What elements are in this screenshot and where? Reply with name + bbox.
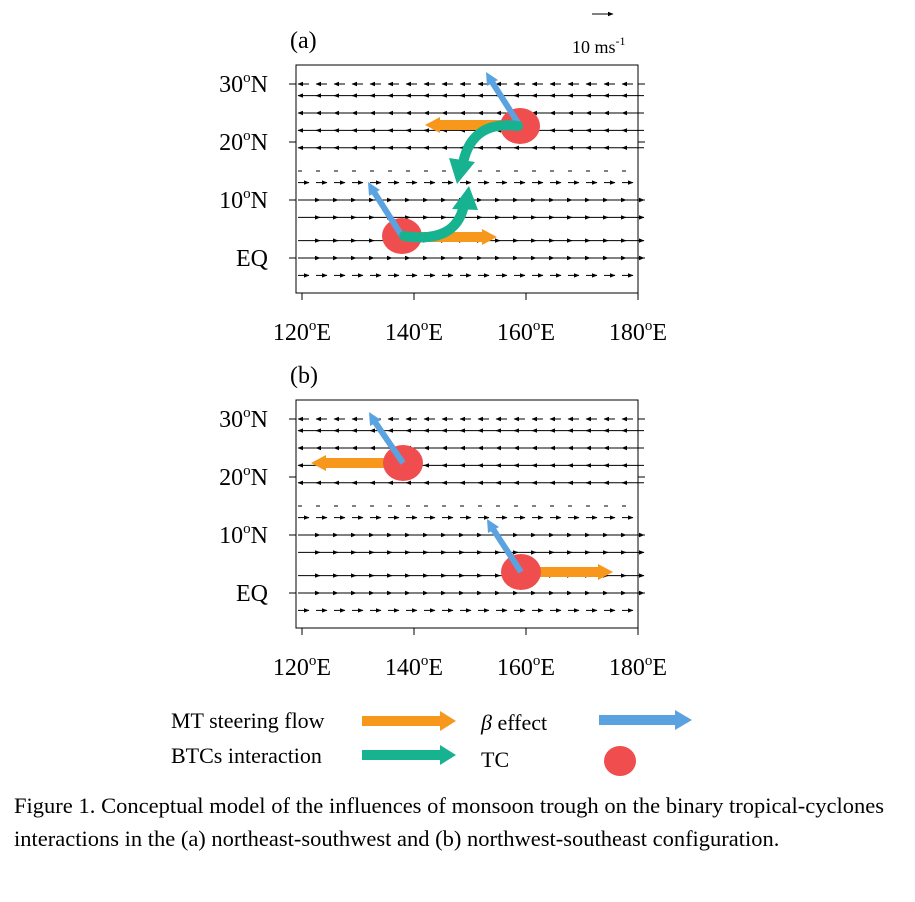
- longitude-labels: 120oE 140oE 160oE 180oE: [273, 653, 667, 681]
- latitude-labels: 30oN 20oN 10oN EQ: [219, 70, 268, 272]
- panel-b: (b) 30oN 20oN 10oN EQ 120oE 140oE 160oE 180oE: [219, 363, 667, 681]
- beta-symbol: β: [481, 710, 492, 735]
- latitude-label: 30oN: [219, 70, 268, 98]
- beta-effect-arrow-southwest: [368, 182, 405, 238]
- longitude-label: 180oE: [609, 318, 667, 346]
- longitude-label: 160oE: [497, 653, 555, 681]
- latitude-label: 20oN: [219, 463, 268, 491]
- conceptual-figure: 10 ms-1 (a) 30oN 20oN 10oN EQ 120oE 140oE 160…: [219, 11, 692, 776]
- legend: [362, 710, 692, 776]
- beta-text: effect: [491, 710, 548, 735]
- map-frame: [289, 399, 645, 635]
- legend-mt-arrow: [362, 711, 456, 731]
- wind-field: [297, 81, 645, 278]
- btc-interaction-arrow-upper: [449, 120, 523, 184]
- figure-caption: Figure 1. Conceptual model of the influe…: [14, 793, 884, 851]
- legend-tc-label: TC: [481, 747, 510, 772]
- longitude-labels: 120oE 140oE 160oE 180oE: [273, 318, 667, 346]
- latitude-label: 30oN: [219, 405, 268, 433]
- reference-vector: 10 ms-1: [572, 11, 626, 57]
- mt-steering-arrow-northwest: [311, 455, 402, 471]
- frame-border: [295, 399, 639, 629]
- wind-field: [297, 416, 645, 613]
- latitude-label: 10oN: [219, 186, 268, 214]
- latitude-label: 10oN: [219, 521, 268, 549]
- latitude-label: EQ: [236, 246, 268, 272]
- beta-effect-arrow-northeast: [486, 72, 523, 128]
- latitude-label: EQ: [236, 581, 268, 607]
- longitude-label: 140oE: [385, 318, 443, 346]
- panel-label: (a): [290, 28, 317, 54]
- beta-effect-arrow-southeast: [487, 519, 524, 574]
- latitude-label: 20oN: [219, 128, 268, 156]
- longitude-label: 120oE: [273, 318, 331, 346]
- reference-vector-label: 10 ms-1: [572, 34, 626, 57]
- longitude-label: 120oE: [273, 653, 331, 681]
- legend-beta-label: β effect: [481, 710, 547, 736]
- beta-effect-arrow-northwest: [369, 412, 406, 465]
- legend-btc-label: BTCs interaction: [171, 743, 322, 768]
- legend-tc-marker: [604, 746, 636, 776]
- longitude-label: 140oE: [385, 653, 443, 681]
- latitude-labels: 30oN 20oN 10oN EQ: [219, 405, 268, 607]
- panel-label: (b): [290, 363, 318, 389]
- longitude-label: 160oE: [497, 318, 555, 346]
- map-frame: [289, 64, 645, 300]
- btc-interaction-arrow-lower: [399, 186, 478, 243]
- legend-mt-label: MT steering flow: [171, 708, 325, 733]
- frame-border: [295, 64, 639, 294]
- legend-beta-arrow: [599, 710, 692, 730]
- legend-btc-arrow: [362, 745, 456, 765]
- mt-steering-arrow-southeast: [520, 564, 613, 580]
- longitude-label: 180oE: [609, 653, 667, 681]
- panel-a: (a) 30oN 20oN 10oN EQ 120oE 140oE 160oE 180oE: [219, 28, 667, 346]
